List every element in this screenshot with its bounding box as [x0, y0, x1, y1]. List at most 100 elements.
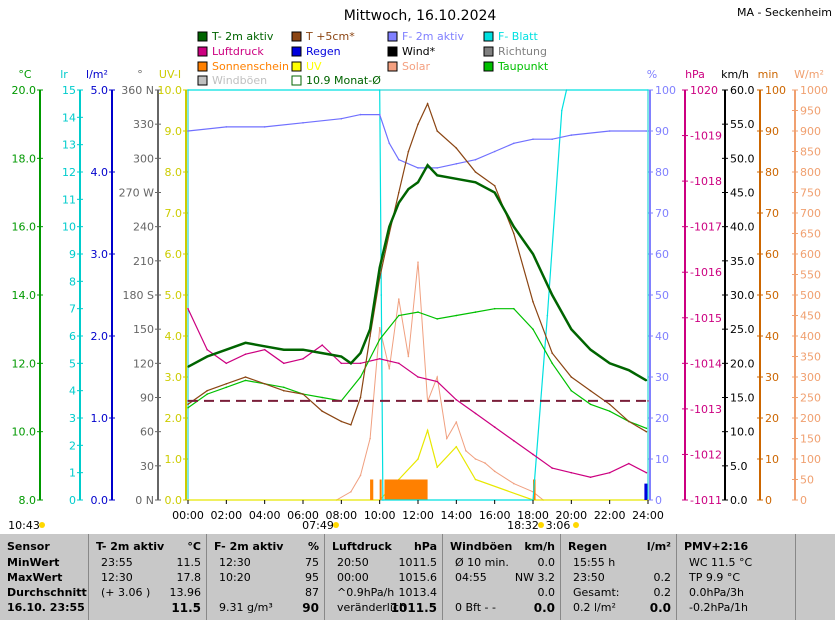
stats-cell-label: 15:55 h — [573, 556, 616, 569]
hpa-tick-label: 1020 — [690, 84, 718, 97]
data-point — [513, 142, 515, 145]
data-point — [263, 383, 266, 385]
legend-swatch — [291, 31, 302, 42]
lr-tick-label: 15 — [62, 84, 76, 97]
data-point — [551, 294, 553, 296]
data-point — [436, 174, 439, 177]
data-point — [474, 171, 477, 173]
temp-tick-label: 16.0 — [12, 221, 37, 234]
min-tick-label: 100 — [765, 84, 786, 97]
data-point — [225, 126, 228, 128]
wm2-tick-label: 100 — [800, 453, 821, 466]
uv-tick-label: 7.0 — [165, 207, 183, 220]
lr-tick-label: 5 — [69, 357, 76, 370]
stats-cell-label: Gesamt: — [573, 586, 620, 599]
data-point — [283, 348, 285, 351]
data-point — [283, 386, 285, 389]
data-point — [388, 225, 391, 228]
data-point — [263, 345, 266, 348]
time-tick-label: 10:00 — [364, 509, 396, 522]
data-point — [380, 294, 383, 296]
stats-cell-label: 0.0hPa/3h — [689, 586, 745, 599]
axes: 8.010.012.014.016.018.020.0°C01234567891… — [12, 68, 829, 507]
uv-tick-label: 9.0 — [165, 125, 183, 138]
legend-label: F- Blatt — [498, 30, 538, 43]
wm2-tick-label: 700 — [800, 207, 821, 220]
data-point — [206, 389, 208, 392]
data-point — [321, 344, 324, 346]
stats-column: PMV+2:16 WC 11.5 °C TP 9.9 °C 0.0hPa/3h -0.2… — [676, 534, 796, 620]
deg-tick-label: 210 — [133, 255, 154, 268]
legend-swatch — [387, 46, 398, 57]
time-tick-label: 06:00 — [287, 509, 319, 522]
sunrise-icon — [333, 522, 339, 528]
data-point — [340, 420, 343, 423]
data-point — [359, 362, 362, 365]
legend-label: T +5cm* — [305, 30, 355, 43]
data-point — [321, 396, 324, 399]
data-point — [321, 352, 324, 354]
deg-tick-label: 180 S — [123, 289, 154, 302]
lm2-tick-label: 4.0 — [91, 166, 109, 179]
lr-tick-label: 10 — [62, 221, 76, 234]
wm2-tick-label: 250 — [800, 392, 821, 405]
data-point — [513, 307, 515, 310]
stats-header: Regen — [568, 540, 608, 553]
stats-cell-value: 1013.4 — [398, 586, 438, 599]
data-point — [302, 122, 304, 124]
legend-swatch — [387, 61, 398, 72]
pct-tick-label: 40 — [655, 330, 669, 343]
lr-tick-label: 6 — [69, 330, 76, 343]
legend-label: Wind* — [402, 45, 436, 58]
hpa-tick-label: -1015 — [690, 312, 722, 325]
data-point — [206, 348, 208, 351]
data-point — [244, 379, 247, 382]
stats-cell-value: 0.2 — [653, 586, 672, 599]
data-point — [455, 163, 458, 165]
data-point — [446, 437, 448, 440]
data-point — [359, 376, 362, 378]
data-point — [436, 376, 439, 378]
data-point — [302, 358, 304, 360]
stats-cell-value: 75 — [305, 556, 319, 569]
series-line — [188, 262, 648, 501]
moonset-time: 3:06 — [546, 519, 571, 532]
data-point — [398, 298, 400, 300]
min-tick-label: 0 — [765, 494, 772, 507]
stats-header: Windböen — [450, 540, 513, 553]
hpa-tick-label: -1018 — [690, 175, 722, 188]
data-point — [570, 134, 573, 136]
data-point — [244, 353, 247, 356]
data-point — [417, 181, 419, 184]
wm2-tick-label: 950 — [800, 105, 821, 118]
data-point — [645, 379, 648, 382]
uv-tick-label: 6.0 — [165, 248, 183, 261]
moonset-icon — [573, 522, 579, 528]
stats-cell-value: 0.0 — [537, 586, 556, 599]
stats-cell-label: 16.10. 23:55 — [7, 601, 85, 614]
uv-tick-label: 5.0 — [165, 289, 183, 302]
legend-swatch — [387, 31, 398, 42]
sunshine-bar — [370, 479, 374, 500]
legend-swatch — [197, 31, 208, 42]
wm2-tick-label: 750 — [800, 187, 821, 200]
kmh-tick-label: 55.0 — [730, 118, 755, 131]
pct-tick-label: 10 — [655, 453, 669, 466]
data-point — [589, 389, 592, 392]
data-point — [359, 474, 362, 477]
hpa-tick-label: -1013 — [690, 403, 722, 416]
data-point — [455, 399, 458, 401]
stats-cell-label: TP 9.9 °C — [689, 571, 741, 584]
data-point — [455, 178, 458, 180]
data-point — [382, 499, 384, 501]
stats-cell-label: veränderlich — [337, 601, 406, 614]
data-point — [263, 126, 266, 128]
deg-tick-label: 240 — [133, 221, 154, 234]
data-point — [455, 147, 458, 149]
stats-cell-label: 23:50 — [573, 571, 605, 584]
wm2-tick-label: 400 — [800, 330, 821, 343]
legend-label: Luftdruck — [212, 45, 264, 58]
kmh-tick-label: 45.0 — [730, 187, 755, 200]
data-point — [532, 301, 534, 303]
pct-tick-label: 70 — [655, 207, 669, 220]
